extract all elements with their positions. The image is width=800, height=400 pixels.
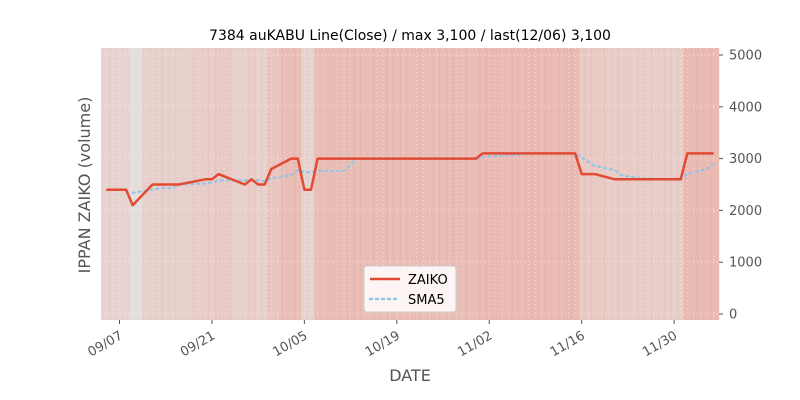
volume-band [545,48,559,320]
volume-band [532,48,540,320]
volume-band [684,48,698,320]
volume-band [301,48,308,320]
volume-band [393,48,401,320]
series-layer [106,152,715,207]
volume-band [122,48,130,320]
y-tick-label: 2000 [729,204,762,219]
y-tick-labels: 0 1000 2000 3000 4000 5000 [719,49,762,323]
volume-band [268,48,282,320]
volume-band [439,48,447,320]
volume-band [495,48,513,320]
volume-band [208,48,216,320]
x-axis-label: DATE [389,366,431,385]
y-tick-label: 1000 [729,256,762,271]
volume-band [386,48,394,320]
y-tick-label: 5000 [729,49,762,64]
volume-band [373,48,388,320]
legend: ZAIKO SMA5 [363,265,457,313]
volume-band [406,48,421,320]
volume-band [294,48,302,320]
volume-band [215,48,233,320]
volume-band [512,48,526,320]
volume-band [109,48,117,320]
volume-band [604,48,619,320]
volume-band [697,48,711,320]
volume-band [670,48,678,320]
volume-band [591,48,606,320]
volume-band [677,48,685,320]
volume-band [433,48,441,320]
volume-band [360,48,374,320]
legend-label-sma5: SMA5 [408,293,445,308]
volume-band [314,48,332,320]
volume-band [446,48,454,320]
volume-band [627,48,639,320]
volume-band [400,48,407,320]
y-tick-label: 3000 [729,152,762,167]
volume-band [231,48,249,320]
volume-band [538,48,546,320]
volume-band [571,48,579,320]
volume-band [584,48,592,320]
volume-band [142,48,157,320]
volume-band [129,48,143,320]
volume-band [485,48,497,320]
volume-band [710,48,720,320]
volume-band [617,48,629,320]
volume-band [347,48,355,320]
volume-band [578,48,586,320]
volume-band [330,48,348,320]
volume-band [419,48,434,320]
chart-title: 7384 auKABU Line(Close) / max 3,100 / la… [209,28,611,44]
volume-band [650,48,665,320]
y-axis-label: IPPAN ZAIKO (volume) [75,97,94,274]
y-tick-label: 0 [729,308,737,323]
volume-band [525,48,533,320]
volume-band [479,48,487,320]
volume-band [353,48,361,320]
volume-band [192,48,209,320]
legend-box [363,265,457,313]
volume-band [664,48,672,320]
volume-band [101,48,110,320]
legend-label-zaiko: ZAIKO [408,273,448,288]
volume-band [248,48,256,320]
volume-band [466,48,480,320]
volume-band [116,48,124,320]
volume-band [558,48,573,320]
volume-band [637,48,652,320]
series-line-zaiko [106,152,714,207]
series-line-sma5 [131,152,715,194]
volume-band [281,48,295,320]
y-tick-label: 4000 [729,100,762,115]
volume-band [452,48,467,320]
